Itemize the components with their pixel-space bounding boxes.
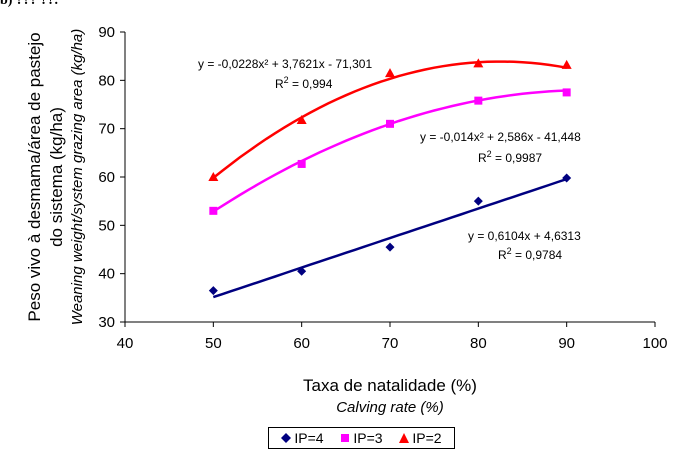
square-marker-icon (341, 434, 350, 442)
legend-label-ip2: IP=2 (412, 430, 442, 446)
y-tick-label: 50 (98, 217, 115, 234)
legend-label-ip4: IP=4 (294, 430, 324, 446)
data-point-ip4 (562, 173, 572, 183)
y-axis-subtitle: Weaning weight/system grazing area (kg/h… (69, 29, 86, 326)
equation-ip4: y = 0,6104x + 4,6313 R2 = 0,9784 (468, 229, 581, 262)
triangle-marker-icon (399, 433, 410, 443)
data-point-ip2 (296, 114, 307, 124)
data-markers (208, 58, 572, 296)
x-tick-label: 90 (558, 335, 575, 352)
x-tick-label: 70 (382, 335, 399, 352)
x-axis-subtitle: Calving rate (%) (336, 399, 444, 416)
legend-item-ip2: IP=2 (399, 430, 442, 446)
x-tick-label: 40 (117, 335, 134, 352)
legend-label-ip3: IP=3 (353, 430, 383, 446)
top-fragment-text: b) ??? ??. (0, 0, 58, 8)
data-point-ip3 (297, 159, 306, 168)
trend-line-ip4 (212, 177, 568, 299)
data-point-ip3 (474, 96, 483, 105)
data-point-ip2 (385, 68, 395, 78)
legend: IP=4 IP=3 IP=2 (268, 427, 455, 449)
y-tick-label: 90 (98, 24, 115, 41)
legend-item-ip4: IP=4 (281, 430, 324, 446)
r2-ip4-text: R2 = 0,9784 (498, 246, 562, 262)
y-tick-label: 60 (98, 169, 115, 186)
equation-ip3-text: y = -0,014x² + 2,586x - 41,448 (420, 130, 581, 144)
r2-ip2-text: R2 = 0,994 (275, 75, 333, 91)
x-tick-label: 100 (642, 335, 667, 352)
x-ticks: 40 50 60 70 80 90 100 (117, 322, 668, 352)
y-tick-label: 30 (98, 314, 115, 331)
top-text-fragment: b) ??? ??. (0, 0, 80, 10)
legend-item-ip3: IP=3 (340, 430, 383, 446)
y-axis-title-line1: Peso vivo à desmama/área de pastejo (25, 32, 44, 321)
data-point-ip3 (209, 206, 218, 215)
x-tick-label: 80 (470, 335, 487, 352)
equation-ip3: y = -0,014x² + 2,586x - 41,448 R2 = 0,99… (420, 130, 581, 165)
data-point-ip4 (297, 266, 307, 276)
equation-ip4-text: y = 0,6104x + 4,6313 (468, 229, 581, 243)
trend-line-ip2 (212, 60, 567, 179)
y-ticks: 30 40 50 60 70 80 90 (98, 24, 125, 331)
equation-ip2-text: y = -0,0228x² + 3,7621x - 71,301 (198, 57, 372, 71)
data-point-ip2 (561, 59, 572, 69)
r2-ip3-text: R2 = 0,9987 (478, 149, 542, 165)
x-axis-title: Taxa de natalidade (%) (303, 376, 477, 395)
diamond-marker-icon (281, 433, 292, 443)
x-tick-label: 60 (293, 335, 310, 352)
data-point-ip4 (385, 242, 395, 252)
data-point-ip2 (208, 172, 219, 181)
data-point-ip3 (386, 119, 394, 128)
y-tick-label: 80 (98, 72, 115, 89)
y-tick-label: 70 (98, 121, 115, 138)
data-point-ip4 (208, 286, 218, 296)
data-point-ip4 (473, 196, 483, 206)
equation-ip2: y = -0,0228x² + 3,7621x - 71,301 R2 = 0,… (198, 57, 372, 91)
y-axis-title-line2: do sistema (kg/ha) (47, 107, 66, 247)
x-tick-label: 50 (205, 335, 222, 352)
data-point-ip2 (473, 58, 484, 68)
y-tick-label: 40 (98, 266, 115, 283)
data-point-ip3 (562, 88, 571, 97)
